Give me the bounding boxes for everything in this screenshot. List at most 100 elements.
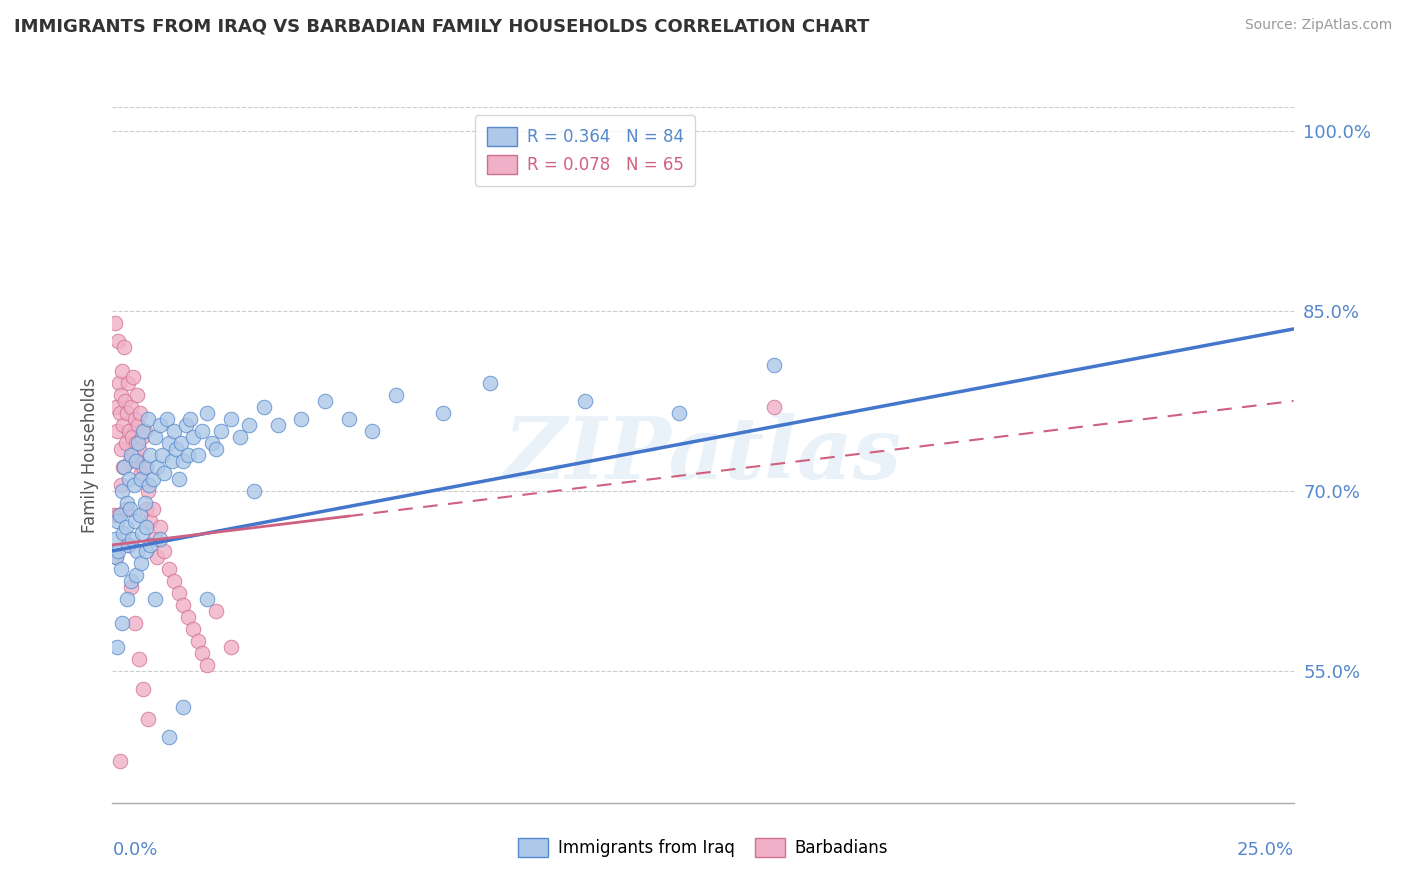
Point xyxy=(125,388,148,402)
Point xyxy=(149,532,172,546)
Point xyxy=(172,598,194,612)
Point xyxy=(120,580,142,594)
Point xyxy=(105,549,128,564)
Point xyxy=(108,508,131,522)
Point xyxy=(125,567,148,582)
Point xyxy=(157,562,180,576)
Point xyxy=(104,400,127,414)
Point xyxy=(156,412,179,426)
Point xyxy=(129,472,152,486)
Point xyxy=(290,412,312,426)
Point xyxy=(107,376,129,390)
Point xyxy=(205,442,228,456)
Point xyxy=(179,412,201,426)
Point xyxy=(209,424,232,438)
Point xyxy=(131,430,153,444)
Point xyxy=(120,574,142,588)
Point xyxy=(107,544,129,558)
Text: Source: ZipAtlas.com: Source: ZipAtlas.com xyxy=(1244,18,1392,32)
Point xyxy=(121,430,143,444)
Point xyxy=(129,406,152,420)
Point xyxy=(135,459,157,474)
Point xyxy=(143,532,166,546)
Point xyxy=(243,483,266,498)
Point xyxy=(157,730,180,744)
Point xyxy=(165,442,187,456)
Y-axis label: Family Households: Family Households xyxy=(80,377,98,533)
Point xyxy=(181,622,204,636)
Text: IMMIGRANTS FROM IRAQ VS BARBADIAN FAMILY HOUSEHOLDS CORRELATION CHART: IMMIGRANTS FROM IRAQ VS BARBADIAN FAMILY… xyxy=(14,18,869,36)
Point xyxy=(157,436,180,450)
Point xyxy=(195,591,218,606)
Point xyxy=(149,417,172,432)
Point xyxy=(314,393,336,408)
Point xyxy=(191,424,214,438)
Point xyxy=(125,454,148,468)
Point xyxy=(195,406,218,420)
Point xyxy=(181,430,204,444)
Point xyxy=(127,436,149,450)
Point xyxy=(143,430,166,444)
Point xyxy=(186,633,208,648)
Point xyxy=(146,549,169,564)
Point xyxy=(122,448,145,462)
Point xyxy=(120,502,142,516)
Point xyxy=(103,508,125,522)
Point xyxy=(163,424,186,438)
Text: ZIPatlas: ZIPatlas xyxy=(503,413,903,497)
Point xyxy=(121,532,143,546)
Point xyxy=(118,472,141,486)
Point xyxy=(195,657,218,672)
Point xyxy=(186,448,208,462)
Point xyxy=(110,478,132,492)
Point xyxy=(127,454,149,468)
Point xyxy=(134,424,156,438)
Point xyxy=(143,591,166,606)
Point xyxy=(177,448,200,462)
Point xyxy=(136,412,159,426)
Point xyxy=(112,340,135,354)
Point xyxy=(124,436,146,450)
Point xyxy=(121,370,143,384)
Point xyxy=(167,472,190,486)
Point xyxy=(105,549,128,564)
Point xyxy=(118,424,141,438)
Point xyxy=(111,364,134,378)
Point xyxy=(139,538,162,552)
Point xyxy=(153,466,176,480)
Point xyxy=(205,604,228,618)
Point xyxy=(108,406,131,420)
Point xyxy=(267,417,290,432)
Point xyxy=(135,520,157,534)
Point xyxy=(361,424,384,438)
Point xyxy=(115,496,138,510)
Point xyxy=(120,400,142,414)
Point xyxy=(114,393,136,408)
Point xyxy=(110,388,132,402)
Point xyxy=(105,424,128,438)
Point xyxy=(150,448,173,462)
Text: 25.0%: 25.0% xyxy=(1236,841,1294,859)
Point xyxy=(253,400,276,414)
Point xyxy=(112,417,135,432)
Point xyxy=(170,436,193,450)
Point xyxy=(142,472,165,486)
Point xyxy=(115,591,138,606)
Point xyxy=(153,544,176,558)
Point xyxy=(132,459,155,474)
Point xyxy=(160,454,183,468)
Point xyxy=(111,459,134,474)
Point xyxy=(136,712,159,726)
Point xyxy=(118,454,141,468)
Point xyxy=(574,393,596,408)
Point xyxy=(124,615,146,630)
Point xyxy=(139,448,162,462)
Point xyxy=(107,334,129,348)
Point xyxy=(120,448,142,462)
Point xyxy=(132,424,155,438)
Point xyxy=(174,417,197,432)
Point xyxy=(105,514,128,528)
Point xyxy=(104,316,127,330)
Point xyxy=(112,459,135,474)
Point xyxy=(117,376,139,390)
